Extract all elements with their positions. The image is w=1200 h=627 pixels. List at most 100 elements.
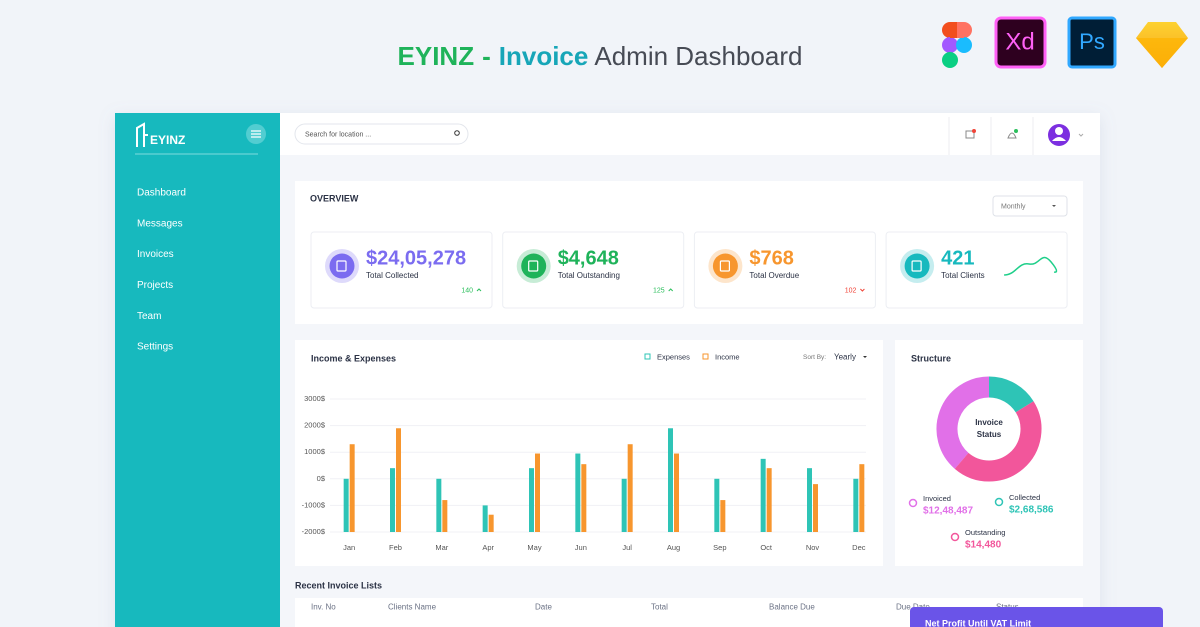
figma-icon: [942, 22, 972, 68]
column-header: Total: [651, 603, 668, 612]
sidebar-logo: EYINZ: [150, 133, 185, 147]
sidebar: [115, 113, 280, 627]
legend-label: Income: [715, 352, 740, 361]
donut-segment: [988, 376, 1034, 413]
card-icon: [904, 253, 930, 279]
x-tick-label: May: [527, 543, 541, 552]
bar: [807, 468, 812, 532]
search-placeholder: Search for location ...: [305, 131, 371, 138]
column-header: Balance Due: [769, 603, 815, 612]
bar: [714, 478, 720, 532]
column-header: Inv. No: [311, 603, 336, 612]
y-tick-label: -1000$: [302, 500, 326, 509]
x-tick-label: Jan: [343, 543, 355, 552]
stat-cards: $24,05,278 Total Collected 140 $4,648 Total …: [310, 231, 1068, 309]
legend-amount: $12,48,487: [923, 506, 973, 517]
structure-chart: Structure Invoice Status Invoiced $12,48,487…: [908, 353, 1054, 551]
donut-segment: [954, 401, 1042, 482]
table-title: Recent Invoice Lists: [295, 580, 382, 590]
x-tick-label: Mar: [435, 543, 448, 552]
card-icon: [329, 253, 355, 279]
bar: [668, 428, 673, 532]
x-tick-label: Jun: [575, 543, 587, 552]
period-value: Monthly: [1001, 203, 1026, 210]
x-tick-label: Aug: [667, 543, 680, 552]
sketch-facet: [1136, 38, 1188, 68]
card-label: Total Clients: [941, 271, 985, 280]
x-tick-label: Dec: [852, 543, 866, 552]
bar: [482, 505, 488, 532]
column-header: Date: [535, 603, 552, 612]
overview-title: OVERVIEW: [310, 193, 359, 203]
menu-item[interactable]: Messages: [137, 218, 183, 229]
title-highlight: Invoice: [499, 41, 589, 71]
card-value: $4,648: [558, 247, 619, 269]
select-caret: [1052, 205, 1056, 207]
x-tick-label: Jul: [622, 543, 632, 552]
x-tick-label: Feb: [389, 543, 402, 552]
y-tick-label: 0$: [317, 474, 326, 483]
menu-item[interactable]: Settings: [137, 342, 173, 353]
period-select[interactable]: [992, 195, 1068, 217]
x-tick-label: Sep: [713, 543, 726, 552]
bar: [535, 453, 540, 532]
card-label: Total Collected: [366, 271, 418, 280]
bar: [720, 500, 726, 532]
x-tick-label: Nov: [806, 543, 820, 552]
trend-arrow: [476, 288, 482, 292]
brand: EYINZ: [398, 41, 475, 71]
legend-label: Expenses: [657, 352, 690, 361]
card-icon: [712, 253, 738, 279]
x-tick-label: Apr: [482, 543, 494, 552]
stat-card: [502, 231, 685, 309]
bar: [396, 428, 401, 532]
stat-card: [885, 231, 1068, 309]
bar: [343, 478, 349, 532]
y-tick-label: 1000$: [304, 447, 326, 456]
legend-marker: [994, 497, 1004, 507]
trend-arrow: [860, 288, 865, 292]
stat-card: [310, 231, 493, 309]
legend-label: Collected: [1009, 493, 1040, 502]
badge: [972, 129, 976, 133]
bar: [581, 464, 587, 532]
bar: [575, 453, 581, 532]
avatar-caret[interactable]: [1078, 133, 1084, 137]
bar: [760, 458, 766, 532]
y-tick-label: 3000$: [304, 394, 326, 403]
notification-icon[interactable]: [1007, 132, 1017, 139]
card-icon-glyph: [528, 260, 539, 272]
menu-item[interactable]: Invoices: [137, 249, 174, 260]
message-icon[interactable]: [965, 130, 975, 139]
menu-item[interactable]: Team: [137, 311, 161, 322]
menu-item[interactable]: Dashboard: [137, 188, 186, 199]
sparkline: [1004, 256, 1058, 276]
search-icon: [454, 130, 460, 136]
xd-label: Xd: [1005, 28, 1034, 55]
bar: [766, 468, 772, 532]
logo-mark: [136, 122, 148, 147]
avatar-head: [1055, 127, 1063, 135]
donut-center-label: Status: [977, 430, 1002, 439]
legend-marker: [644, 353, 651, 360]
donut-center-label: Invoice: [975, 418, 1003, 427]
bar: [627, 444, 633, 532]
legend-label: Outstanding: [965, 528, 1005, 537]
xd-icon: [994, 16, 1047, 69]
card-icon-glyph: [719, 260, 731, 272]
menu-item[interactable]: Projects: [137, 280, 173, 291]
sort-label: Sort By:: [803, 354, 826, 361]
chart-title: Structure: [911, 353, 951, 363]
legend-amount: $2,68,586: [1009, 505, 1054, 516]
bar: [349, 444, 355, 532]
search-box[interactable]: [294, 123, 469, 145]
card-change: 102: [845, 287, 857, 294]
legend-label: Invoiced: [923, 494, 951, 503]
sidebar-menu: Dashboard Messages Invoices Projects Team Set…: [137, 188, 186, 353]
legend-marker: [908, 498, 918, 508]
chart-title: Income & Expenses: [311, 353, 396, 363]
page-title: EYINZ - Invoice Admin Dashboard: [398, 41, 803, 71]
sort-caret[interactable]: [863, 356, 867, 358]
bar: [859, 464, 865, 532]
stat-card: [693, 231, 876, 309]
